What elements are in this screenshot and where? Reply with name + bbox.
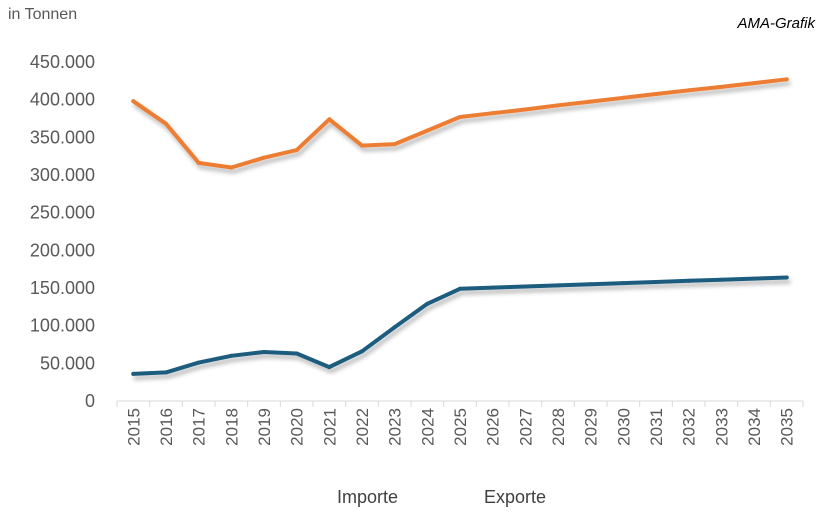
data-point-exporte-2017: [196, 160, 201, 165]
data-point-exporte-2020: [294, 148, 299, 153]
x-axis-tick-label: 2017: [190, 408, 209, 446]
x-axis-tick-label: 2026: [484, 408, 503, 446]
x-axis-tick-label: 2016: [157, 408, 176, 446]
data-point-exporte-2027: [523, 107, 528, 112]
data-point-exporte-2024: [425, 128, 430, 133]
data-point-exporte-2029: [588, 99, 593, 104]
data-point-exporte-2031: [654, 92, 658, 97]
y-axis-tick-label: 200.000: [30, 240, 95, 260]
x-axis-tick-label: 2024: [418, 408, 437, 446]
y-axis-tick-label: 300.000: [30, 165, 95, 185]
y-axis-tick-label: 250.000: [30, 203, 95, 223]
x-axis-tick-label: 2031: [647, 408, 666, 446]
y-axis-tick-label: 350.000: [30, 127, 95, 147]
legend-label-importe: Importe: [337, 487, 398, 507]
y-axis-tick-label: 400.000: [30, 90, 95, 110]
data-point-exporte-2023: [392, 142, 397, 147]
data-point-importe-2021: [327, 365, 332, 370]
series-line-importe: [131, 275, 789, 376]
data-point-importe-2031: [654, 279, 658, 284]
x-axis-tick-label: 2028: [549, 408, 568, 446]
data-point-importe-2029: [588, 282, 593, 287]
data-point-exporte-2026: [490, 111, 495, 116]
x-axis-tick-label: 2018: [222, 408, 241, 446]
data-point-importe-2022: [360, 349, 364, 354]
x-axis-tick-label: 2033: [712, 408, 731, 446]
data-point-exporte-2019: [262, 155, 266, 160]
y-axis-tick-label: 0: [85, 391, 95, 411]
data-point-exporte-2018: [229, 165, 234, 170]
data-point-importe-2020: [294, 351, 299, 356]
data-point-importe-2033: [719, 277, 724, 282]
y-axis-tick-label: 450.000: [30, 52, 95, 72]
y-axis-tick-label: 150.000: [30, 278, 95, 298]
x-axis-tick-label: 2025: [451, 408, 470, 446]
x-axis-tick-label: 2022: [353, 408, 372, 446]
y-axis-tick-label: 50.000: [40, 353, 95, 373]
data-point-importe-2016: [164, 370, 168, 375]
x-axis-tick-label: 2020: [288, 408, 307, 446]
data-point-importe-2035: [784, 275, 789, 280]
data-point-exporte-2025: [458, 114, 462, 119]
data-point-exporte-2021: [327, 117, 332, 122]
data-point-exporte-2016: [164, 121, 168, 126]
source-label: AMA-Grafik: [737, 15, 815, 32]
data-point-exporte-2033: [719, 84, 724, 89]
data-point-importe-2026: [490, 285, 495, 290]
x-axis-tick-label: 2023: [386, 408, 405, 446]
data-point-exporte-2028: [556, 103, 560, 108]
data-point-importe-2027: [523, 284, 528, 289]
x-axis-tick-label: 2015: [124, 408, 143, 446]
x-axis-tick-label: 2019: [255, 408, 274, 446]
data-point-importe-2028: [556, 283, 560, 288]
legend-label-exporte: Exporte: [484, 487, 546, 507]
data-point-importe-2018: [229, 353, 234, 358]
data-point-importe-2030: [621, 281, 626, 286]
data-point-exporte-2034: [752, 81, 756, 86]
y-axis-unit-label: in Tonnen: [8, 6, 78, 23]
data-point-exporte-2032: [686, 88, 691, 93]
data-point-importe-2032: [686, 278, 691, 283]
x-axis-tick-label: 2027: [516, 408, 535, 446]
x-axis-tick-label: 2029: [582, 408, 601, 446]
x-axis-tick-label: 2021: [320, 408, 339, 446]
data-point-importe-2019: [262, 350, 266, 355]
x-axis-tick-label: 2032: [680, 408, 699, 446]
data-point-exporte-2035: [784, 77, 789, 82]
data-point-importe-2025: [458, 286, 462, 291]
x-axis-tick-label: 2030: [614, 408, 633, 446]
data-point-exporte-2022: [360, 143, 364, 148]
data-point-importe-2015: [131, 371, 136, 376]
data-point-importe-2017: [196, 360, 201, 365]
x-axis-tick-label: 2034: [745, 408, 764, 446]
y-axis-tick-label: 100.000: [30, 316, 95, 336]
series-line-exporte: [131, 77, 789, 170]
data-point-importe-2023: [392, 325, 397, 330]
data-point-importe-2034: [752, 276, 756, 281]
data-point-exporte-2015: [131, 99, 136, 104]
data-point-importe-2024: [425, 301, 430, 306]
x-axis-tick-label: 2035: [778, 408, 797, 446]
data-point-exporte-2030: [621, 95, 626, 100]
